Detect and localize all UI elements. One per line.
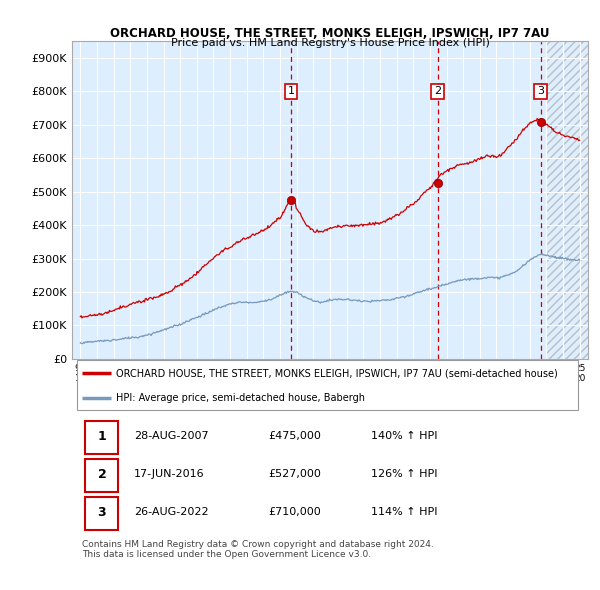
FancyBboxPatch shape (85, 421, 118, 454)
Text: Price paid vs. HM Land Registry's House Price Index (HPI): Price paid vs. HM Land Registry's House … (170, 38, 490, 48)
Text: HPI: Average price, semi-detached house, Babergh: HPI: Average price, semi-detached house,… (116, 393, 365, 403)
Text: 26-AUG-2022: 26-AUG-2022 (134, 507, 209, 517)
Text: 17-JUN-2016: 17-JUN-2016 (134, 469, 205, 479)
Text: £710,000: £710,000 (268, 507, 321, 517)
Text: 1: 1 (287, 86, 295, 96)
Text: 1: 1 (98, 430, 106, 442)
Text: £475,000: £475,000 (268, 431, 321, 441)
Bar (547, 41, 588, 359)
Text: Contains HM Land Registry data © Crown copyright and database right 2024.
This d: Contains HM Land Registry data © Crown c… (82, 540, 434, 559)
Text: £527,000: £527,000 (268, 469, 321, 479)
Text: ORCHARD HOUSE, THE STREET, MONKS ELEIGH, IPSWICH, IP7 7AU (semi-detached house): ORCHARD HOUSE, THE STREET, MONKS ELEIGH,… (116, 368, 557, 378)
Text: 114% ↑ HPI: 114% ↑ HPI (371, 507, 438, 517)
Text: 28-AUG-2007: 28-AUG-2007 (134, 431, 209, 441)
FancyBboxPatch shape (85, 459, 118, 492)
Text: 126% ↑ HPI: 126% ↑ HPI (371, 469, 438, 479)
Text: 2: 2 (434, 86, 441, 96)
FancyBboxPatch shape (85, 497, 118, 530)
FancyBboxPatch shape (77, 360, 578, 409)
Text: 2: 2 (98, 468, 106, 481)
Text: 3: 3 (537, 86, 544, 96)
Text: 3: 3 (98, 506, 106, 519)
Text: 140% ↑ HPI: 140% ↑ HPI (371, 431, 438, 441)
Text: ORCHARD HOUSE, THE STREET, MONKS ELEIGH, IPSWICH, IP7 7AU: ORCHARD HOUSE, THE STREET, MONKS ELEIGH,… (110, 27, 550, 40)
